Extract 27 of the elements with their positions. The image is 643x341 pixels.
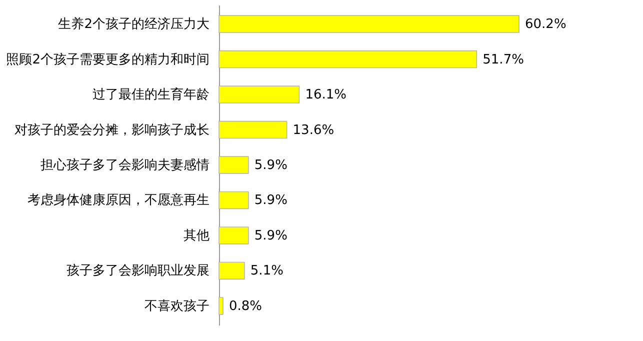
bar — [218, 191, 249, 210]
bar — [218, 156, 249, 174]
y-tick-label: 不喜欢孩子 — [144, 298, 210, 314]
bar — [218, 297, 224, 315]
y-tick-label: 其他 — [184, 228, 210, 244]
data-label: 5.9% — [254, 193, 288, 208]
data-label: 5.9% — [254, 228, 288, 244]
y-tick-label: 过了最佳的生育年龄 — [92, 86, 210, 103]
y-tick-label: 考虑身体健康原因，不愿意再生 — [28, 193, 210, 208]
bar — [218, 86, 300, 104]
y-tick-label: 孩子多了会影响职业发展 — [66, 264, 210, 279]
data-label: 5.9% — [254, 158, 288, 173]
data-label: 51.7% — [482, 52, 524, 68]
bar — [218, 226, 249, 244]
y-tick-label: 照顾2个孩子需要更多的精力和时间 — [6, 52, 210, 68]
bar — [218, 262, 245, 280]
bar — [218, 50, 478, 68]
data-label: 0.8% — [228, 298, 262, 314]
data-label: 16.1% — [305, 88, 347, 103]
bar — [218, 120, 288, 139]
bar — [218, 15, 520, 33]
data-label: 60.2% — [525, 17, 566, 32]
y-tick-label: 担心孩子多了会影响夫妻感情 — [40, 157, 210, 173]
y-tick-label: 生养2个孩子的经济压力大 — [58, 16, 210, 32]
data-label: 5.1% — [250, 264, 284, 279]
y-tick-label: 对孩子的爱会分摊，影响孩子成长 — [14, 122, 210, 138]
data-label: 13.6% — [292, 122, 334, 138]
